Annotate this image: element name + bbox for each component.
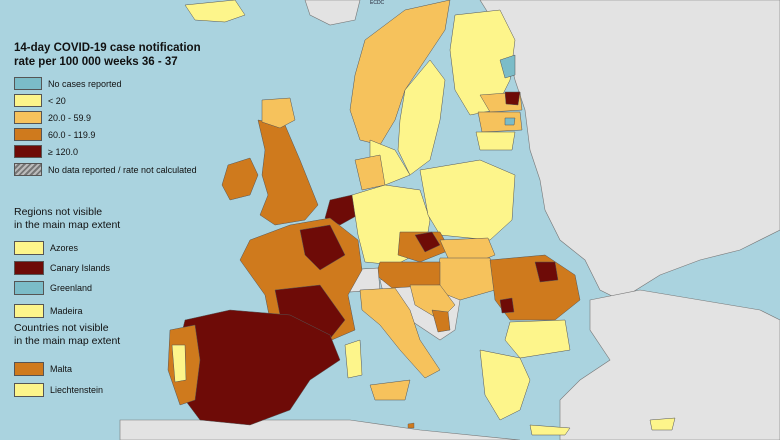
iberia	[167, 309, 341, 426]
region-label: Canary Islands	[50, 263, 111, 273]
region-label: Madeira	[50, 306, 83, 316]
region-item-canary-islands: Canary Islands	[14, 261, 110, 275]
countries-heading: Countries not visible in the main map ex…	[14, 322, 214, 348]
iceland	[184, 0, 246, 23]
region-swatch	[14, 241, 44, 255]
region-item-greenland: Greenland	[14, 281, 92, 295]
legend-swatch	[14, 145, 42, 158]
title-line-1: 14-day COVID-19 case notification	[14, 42, 201, 54]
legend-swatch	[14, 77, 42, 90]
region-label: Azores	[50, 243, 79, 253]
legend-label: No cases reported	[48, 78, 122, 89]
legend-item-ge120: ≥ 120.0	[14, 145, 78, 158]
map-title: 14-day COVID-19 case notification rate p…	[14, 41, 219, 69]
countries-heading-line-2: in the main map extent	[14, 335, 121, 347]
countries-heading-line-1: Countries not visible	[14, 322, 109, 334]
legend-label: 60.0 - 119.9	[48, 129, 96, 140]
legend-label: 20.0 - 59.9	[48, 112, 92, 123]
regions-heading: Regions not visible in the main map exte…	[14, 206, 214, 232]
ecdc-logo: ECDC	[370, 0, 385, 6]
country-swatch	[14, 362, 44, 376]
country-item-liechtenstein: Liechtenstein	[14, 383, 103, 397]
country-label: Malta	[50, 364, 73, 374]
region-item-azores: Azores	[14, 241, 78, 255]
region-item-madeira: Madeira	[14, 304, 83, 318]
uk-ireland	[221, 97, 319, 226]
legend-label: No data reported / rate not calculated	[48, 164, 197, 175]
region-swatch	[14, 304, 44, 318]
legend-item-lt20: < 20	[14, 94, 66, 107]
region-swatch	[14, 281, 44, 295]
country-item-malta: Malta	[14, 362, 72, 376]
legend-label: < 20	[48, 95, 66, 106]
regions-heading-line-1: Regions not visible	[14, 206, 103, 218]
scandinavia	[349, 0, 516, 186]
map-legend: 14-day COVID-19 case notification rate p…	[0, 0, 215, 440]
legend-item-no-cases: No cases reported	[14, 77, 122, 90]
title-line-2: rate per 100 000 weeks 36 - 37	[14, 56, 178, 68]
legend-swatch-hatched	[14, 163, 42, 176]
legend-item-no-data: No data reported / rate not calculated	[14, 163, 197, 176]
country-swatch	[14, 383, 44, 397]
legend-item-20-59: 20.0 - 59.9	[14, 111, 91, 124]
baltics	[475, 91, 523, 151]
legend-swatch	[14, 128, 42, 141]
regions-heading-line-2: in the main map extent	[14, 219, 121, 231]
region-swatch	[14, 261, 44, 275]
legend-swatch	[14, 94, 42, 107]
legend-label: ≥ 120.0	[48, 146, 78, 157]
country-label: Liechtenstein	[50, 385, 104, 395]
malta	[407, 422, 415, 429]
legend-item-60-119: 60.0 - 119.9	[14, 128, 95, 141]
legend-swatch	[14, 111, 42, 124]
region-label: Greenland	[50, 283, 93, 293]
